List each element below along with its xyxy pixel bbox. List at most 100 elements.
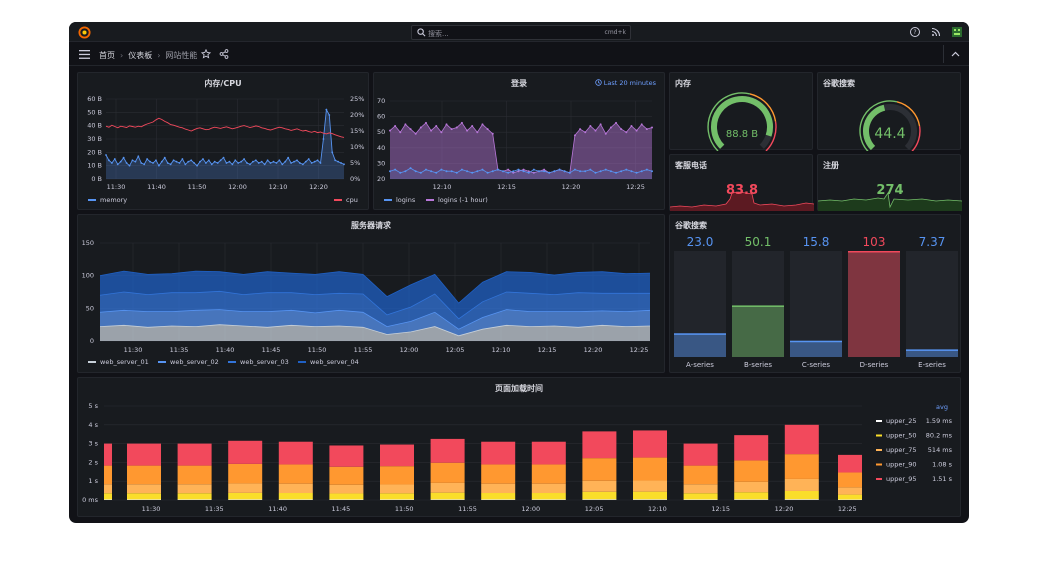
google-bars-panel[interactable]: 谷歌搜索 23.0 A-series 50.1 B-series 15.8 C-serie… [669, 214, 961, 373]
search-box[interactable]: 搜索... cmd+k [411, 25, 631, 40]
panel-title: 内存/CPU [204, 79, 242, 88]
bar-segment-upper_50 [104, 493, 112, 500]
data-point [471, 124, 474, 127]
gauge-threshold-green [859, 100, 898, 151]
memory-cpu-panel[interactable]: 内存/CPU 0 B 10 B 20 B 30 B 40 B 50 B 60 B 0% 5% 10… [77, 72, 369, 210]
data-point [507, 171, 510, 174]
data-point [394, 124, 397, 127]
data-point [243, 158, 245, 160]
legend-swatch [876, 478, 882, 480]
data-point [184, 163, 187, 166]
data-point [620, 128, 623, 131]
data-point [322, 138, 325, 140]
data-point [481, 168, 484, 171]
bar-segment-upper_95 [278, 441, 313, 465]
bar-segment-upper_50 [633, 491, 667, 500]
chevron-up-icon[interactable] [951, 50, 960, 58]
panel-title: 登录 [511, 79, 527, 88]
legend-label: web_server_01 [100, 358, 149, 366]
legend-avg-value: 80.2 ms [926, 432, 953, 440]
y-tick-label: 50 [377, 128, 385, 136]
page-load-panel[interactable]: 页面加载时间 0 ms 1 s 2 s 3 s 4 s 5 s 11:30 11:35 11:4… [77, 377, 961, 517]
data-point [296, 159, 298, 162]
data-point [579, 128, 582, 131]
help-icon[interactable]: ? [909, 26, 921, 38]
bar-segment-upper_75 [104, 484, 112, 494]
bar-segment-upper_95 [582, 431, 617, 459]
bar-segment-upper_75 [430, 482, 465, 493]
data-point [254, 159, 257, 162]
data-point [532, 171, 535, 174]
data-point [455, 126, 458, 129]
bar-segment-upper_90 [734, 460, 769, 482]
data-point [137, 155, 140, 158]
share-icon[interactable] [219, 49, 229, 59]
bar-segment-upper_50 [329, 493, 364, 500]
x-tick-label: 11:30 [142, 505, 161, 513]
data-point [134, 160, 137, 163]
bar-segment-upper_25 [104, 499, 112, 500]
data-point [517, 170, 520, 173]
data-point [594, 171, 597, 174]
x-tick-label: 11:55 [354, 346, 373, 354]
data-point [257, 162, 260, 164]
y-tick-label: 60 B [87, 95, 102, 103]
legend-avg-value: 1.59 ms [926, 417, 953, 425]
bar-segment-upper_95 [481, 441, 516, 465]
data-point [284, 160, 287, 163]
data-point [301, 163, 304, 166]
data-point [225, 162, 228, 164]
grafana-logo-icon[interactable] [78, 26, 91, 39]
data-point [604, 132, 607, 135]
breadcrumb-home[interactable]: 首页 [99, 51, 115, 60]
legend-label: cpu [346, 196, 358, 204]
bar-segment-upper_75 [228, 483, 263, 493]
google-gauge-value: 44.4 [874, 126, 906, 142]
rss-icon[interactable] [930, 26, 942, 38]
google-gauge-panel[interactable]: 谷歌搜索 44.4 [817, 72, 961, 151]
series-area-memory [106, 109, 344, 179]
data-point [205, 162, 207, 164]
bar-segment-upper_25 [430, 499, 465, 500]
breadcrumb-dashboards[interactable]: 仪表板 [128, 51, 153, 60]
gauge-threshold-orange [749, 93, 777, 122]
data-point [316, 159, 319, 162]
data-point [496, 168, 499, 171]
data-point [399, 171, 402, 174]
x-tick-label: 12:10 [269, 183, 288, 191]
support-calls-panel[interactable]: 客服电话 83.8 [669, 154, 814, 211]
y-tick-label: 50 B [87, 108, 102, 116]
series-line-web_server_04 [99, 270, 651, 304]
bar-segment-upper_95 [177, 443, 212, 466]
data-point [394, 168, 397, 171]
star-icon[interactable] [201, 49, 211, 59]
bar-segment-upper_25 [633, 499, 667, 500]
data-point [113, 158, 116, 160]
data-point [553, 170, 556, 173]
y-tick-label: 20 [377, 175, 385, 183]
signups-panel[interactable]: 注册 274 [817, 154, 962, 211]
data-point [430, 170, 433, 173]
data-point [630, 124, 633, 127]
data-point [584, 170, 587, 173]
memory-gauge-panel[interactable]: 内存 88.8 B [669, 72, 813, 151]
legend-swatch [88, 199, 96, 201]
data-point [615, 171, 618, 174]
avatar-icon[interactable] [951, 26, 963, 38]
data-point [594, 129, 597, 132]
x-tick-label: 11:35 [170, 346, 189, 354]
y-tick-label: 2 s [88, 458, 98, 466]
hamburger-menu-icon[interactable] [79, 50, 90, 59]
data-point [213, 160, 216, 163]
logins-panel[interactable]: 登录 Last 20 minutes 20 30 40 50 60 70 12:10 12:1… [373, 72, 665, 210]
breadcrumb-current[interactable]: 网站性能 [165, 51, 198, 60]
data-point [445, 170, 448, 173]
data-point [328, 114, 331, 116]
data-point [331, 151, 334, 154]
bar-segment-upper_25 [278, 499, 313, 500]
data-point [272, 160, 275, 163]
data-point [604, 168, 607, 171]
server-requests-panel[interactable]: 服务器请求 0 50 100 150 11:30 11:35 11:40 11:45 11:50… [77, 214, 665, 373]
time-range-label: Last 20 minutes [603, 79, 656, 87]
data-point [278, 159, 281, 162]
